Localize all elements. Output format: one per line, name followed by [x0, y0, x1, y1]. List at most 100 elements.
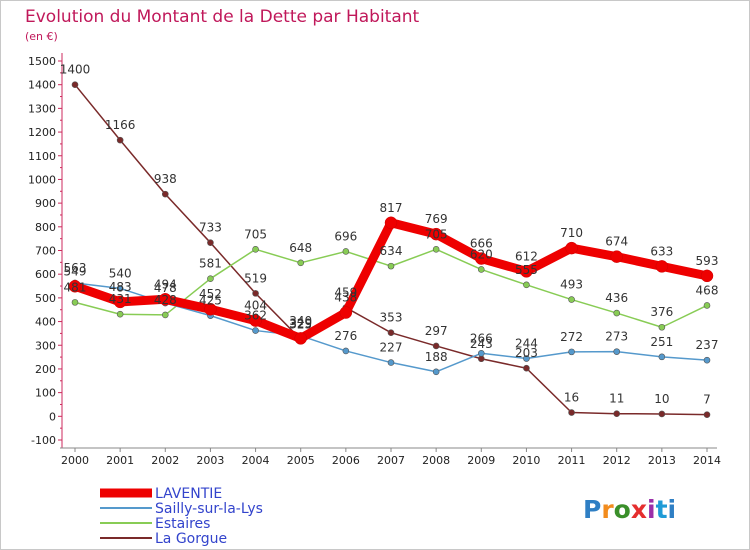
x-tick-label: 2002: [151, 454, 179, 467]
data-label: 634: [380, 244, 403, 258]
y-tick-label: 300: [35, 339, 56, 352]
x-tick-label: 2012: [603, 454, 631, 467]
x-tick-label: 2006: [332, 454, 360, 467]
data-label: 938: [154, 172, 177, 186]
data-label: 272: [560, 330, 583, 344]
data-point: [297, 259, 305, 267]
x-tick-label: 2013: [648, 454, 676, 467]
data-label: 329: [289, 316, 312, 330]
data-label: 733: [199, 221, 222, 235]
data-point: [71, 299, 79, 306]
data-point: [387, 262, 395, 270]
y-tick-label: 1100: [28, 150, 56, 163]
data-label: 674: [605, 235, 628, 249]
data-point: [71, 81, 79, 88]
y-tick-label: 0: [49, 410, 56, 423]
data-label: 7: [703, 393, 711, 407]
data-label: 325: [289, 317, 312, 331]
data-label: 1166: [105, 118, 136, 132]
data-label: 243: [470, 337, 493, 351]
data-point: [613, 309, 621, 317]
data-label: 227: [380, 341, 403, 355]
x-tick-label: 2000: [61, 454, 89, 467]
data-point: [523, 281, 530, 289]
data-point: [655, 260, 669, 273]
data-point: [432, 368, 440, 376]
y-tick-label: 900: [35, 197, 56, 210]
data-point: [658, 410, 666, 418]
x-tick-label: 2009: [467, 454, 495, 467]
data-label: 425: [199, 294, 222, 308]
data-point: [523, 355, 530, 362]
data-point: [161, 311, 169, 319]
x-tick-label: 2007: [377, 454, 405, 467]
data-point: [387, 359, 395, 366]
series-layer: [68, 81, 714, 418]
data-label: 459: [334, 286, 357, 300]
data-point: [342, 248, 350, 255]
y-tick-label: 700: [35, 245, 56, 258]
data-label: 478: [154, 281, 177, 295]
data-point: [249, 314, 262, 327]
data-label: 769: [425, 212, 448, 226]
data-label: 581: [199, 257, 222, 271]
data-point: [613, 348, 621, 355]
data-point: [252, 327, 259, 334]
data-label: 481: [64, 280, 87, 294]
data-point: [658, 353, 666, 361]
data-label: 452: [199, 287, 222, 301]
data-label: 266: [470, 331, 493, 345]
legend-label: LAVENTIE: [155, 486, 222, 502]
proxiti-logo: Proxiti: [583, 495, 676, 524]
y-tick-label: 1300: [28, 102, 56, 115]
data-label: 10: [654, 392, 669, 406]
data-point: [568, 409, 575, 416]
y-tick-label: 500: [35, 292, 56, 305]
data-point: [204, 302, 217, 316]
data-point: [477, 266, 485, 273]
data-label: 11: [609, 392, 624, 406]
data-point: [159, 293, 172, 306]
y-tick-label: 800: [35, 221, 56, 234]
data-label: 244: [515, 337, 538, 351]
data-point: [294, 332, 307, 345]
data-point: [523, 364, 530, 372]
data-label: 468: [696, 283, 719, 297]
data-label: 540: [109, 266, 132, 280]
data-label: 555: [515, 263, 538, 277]
data-point: [475, 252, 488, 265]
y-tick-label: 1200: [28, 126, 56, 139]
x-tick-label: 2004: [242, 454, 270, 467]
data-label: 237: [696, 338, 719, 352]
y-tick-label: 400: [35, 316, 56, 329]
data-label: 376: [650, 305, 673, 319]
data-label: 297: [425, 324, 448, 338]
x-tick-label: 2005: [287, 454, 315, 467]
y-tick-label: 1400: [28, 79, 56, 92]
data-point: [116, 285, 124, 292]
data-label: 1400: [60, 63, 91, 77]
logo-text: Proxiti: [583, 495, 676, 524]
data-label: 612: [515, 249, 538, 263]
y-tick-label: 100: [35, 387, 56, 400]
data-label: 710: [560, 226, 583, 240]
data-label: 251: [650, 335, 673, 349]
data-label: 620: [470, 247, 493, 261]
data-point: [387, 329, 395, 336]
data-point: [703, 411, 711, 418]
y-tick-label: 1000: [28, 173, 56, 186]
data-label: 436: [605, 291, 628, 305]
data-label: 633: [650, 244, 673, 258]
data-label: 276: [334, 329, 357, 343]
data-label: 696: [334, 229, 357, 243]
data-label: 431: [109, 292, 132, 306]
data-label: 203: [515, 346, 538, 360]
data-label: 340: [289, 314, 312, 328]
chart-title: Evolution du Montant de la Dette par Hab…: [25, 7, 420, 27]
data-point: [477, 355, 485, 363]
data-point: [610, 250, 623, 263]
data-label: 483: [109, 280, 132, 294]
